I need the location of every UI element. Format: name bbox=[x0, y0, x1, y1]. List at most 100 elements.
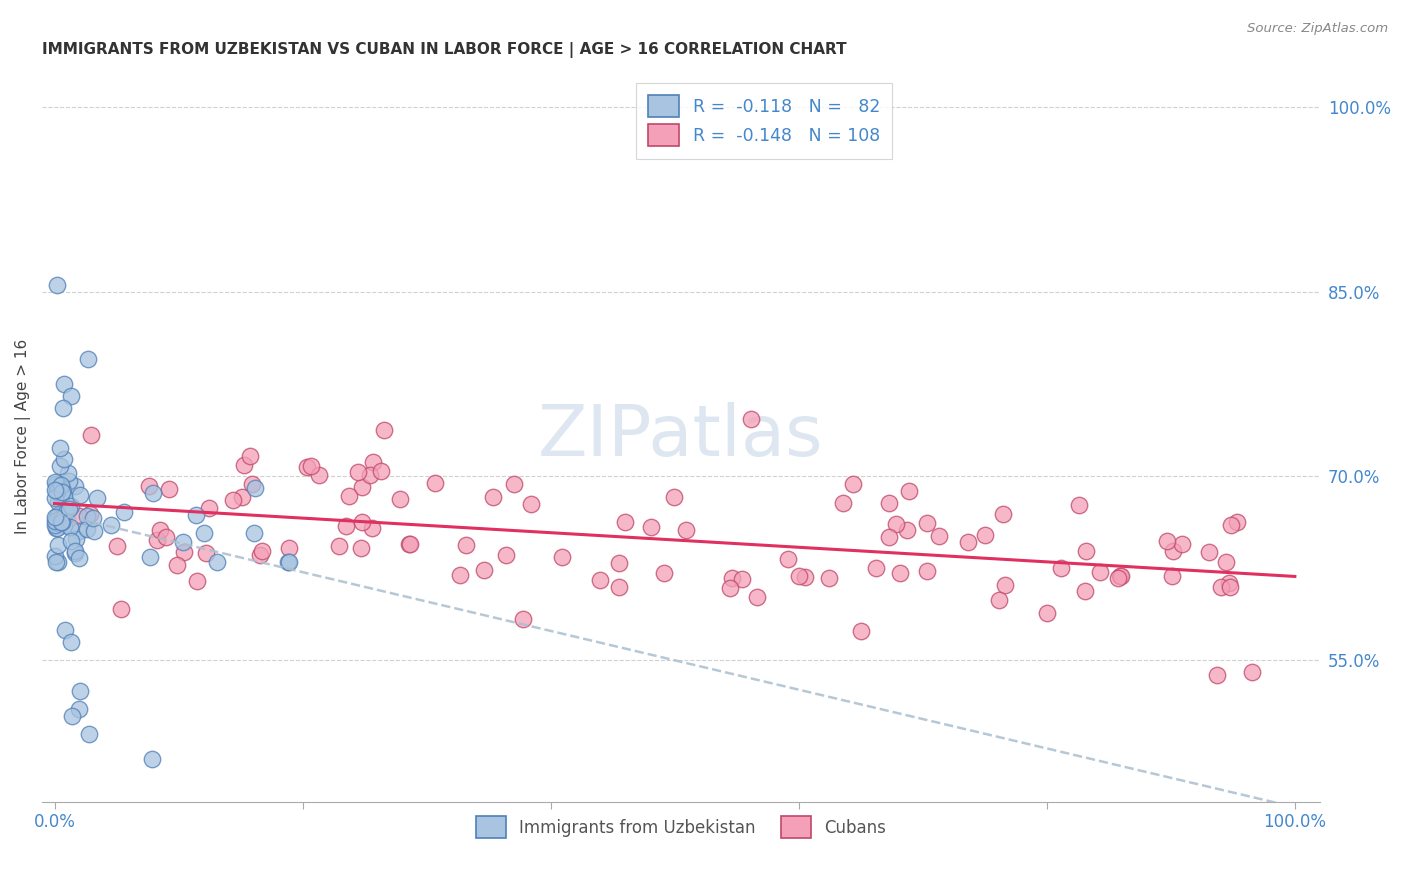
Point bbox=[337, 490, 360, 504]
Point bbox=[370, 464, 392, 478]
Point bbox=[51, 489, 73, 503]
Point bbox=[141, 751, 163, 765]
Point bbox=[721, 571, 744, 585]
Point bbox=[65, 544, 87, 558]
Point bbox=[67, 550, 90, 565]
Point bbox=[363, 455, 385, 469]
Point bbox=[389, 491, 412, 506]
Point bbox=[1198, 545, 1220, 559]
Point bbox=[53, 491, 76, 506]
Point bbox=[328, 539, 350, 553]
Point bbox=[52, 401, 75, 416]
Point bbox=[988, 592, 1011, 607]
Point bbox=[745, 590, 768, 604]
Point bbox=[991, 507, 1014, 521]
Point bbox=[1211, 580, 1233, 594]
Point bbox=[65, 532, 87, 546]
Point bbox=[45, 521, 67, 535]
Point bbox=[195, 546, 218, 560]
Point bbox=[423, 476, 446, 491]
Point bbox=[149, 523, 172, 537]
Point bbox=[359, 468, 381, 483]
Point bbox=[1074, 584, 1097, 599]
Point bbox=[482, 491, 505, 505]
Point bbox=[56, 466, 79, 480]
Point bbox=[1108, 569, 1130, 583]
Point bbox=[512, 612, 534, 626]
Point bbox=[1161, 569, 1184, 583]
Point bbox=[1069, 498, 1091, 512]
Point bbox=[249, 548, 271, 562]
Point bbox=[51, 515, 73, 529]
Point bbox=[652, 566, 675, 580]
Point bbox=[299, 458, 322, 473]
Point bbox=[166, 558, 188, 572]
Point bbox=[52, 503, 75, 517]
Point bbox=[105, 539, 128, 553]
Point bbox=[76, 522, 98, 536]
Point bbox=[335, 518, 357, 533]
Point bbox=[974, 528, 997, 542]
Point bbox=[239, 449, 262, 463]
Point bbox=[45, 477, 67, 491]
Point bbox=[114, 505, 136, 519]
Point bbox=[398, 537, 420, 551]
Point bbox=[1156, 534, 1178, 549]
Point bbox=[718, 581, 741, 595]
Point bbox=[1241, 665, 1264, 679]
Point bbox=[222, 493, 245, 508]
Point bbox=[186, 574, 208, 589]
Point bbox=[55, 505, 77, 519]
Point bbox=[45, 555, 67, 569]
Point bbox=[373, 423, 395, 437]
Point bbox=[139, 549, 162, 564]
Point bbox=[76, 508, 98, 523]
Point bbox=[45, 514, 67, 528]
Point bbox=[232, 458, 254, 472]
Point bbox=[675, 523, 697, 537]
Point bbox=[449, 568, 471, 582]
Point bbox=[44, 491, 66, 505]
Point bbox=[45, 509, 67, 524]
Point bbox=[1219, 580, 1241, 594]
Point bbox=[58, 502, 80, 516]
Point bbox=[44, 510, 66, 524]
Point bbox=[63, 546, 86, 560]
Point bbox=[915, 564, 938, 578]
Point bbox=[399, 537, 422, 551]
Point bbox=[1218, 576, 1240, 591]
Point bbox=[1088, 565, 1111, 579]
Point bbox=[49, 482, 72, 496]
Point bbox=[100, 518, 122, 533]
Point bbox=[46, 538, 69, 552]
Point bbox=[277, 541, 299, 556]
Point bbox=[48, 478, 70, 492]
Point bbox=[352, 480, 374, 494]
Point bbox=[53, 518, 76, 533]
Point bbox=[49, 516, 72, 530]
Point bbox=[173, 545, 195, 559]
Point bbox=[917, 516, 939, 531]
Point bbox=[79, 508, 101, 522]
Point bbox=[52, 452, 75, 467]
Point bbox=[308, 468, 330, 483]
Point bbox=[138, 479, 160, 493]
Point bbox=[82, 511, 104, 525]
Point bbox=[877, 496, 900, 510]
Point bbox=[45, 521, 67, 535]
Point bbox=[184, 508, 207, 522]
Point bbox=[58, 474, 80, 488]
Point bbox=[51, 505, 73, 519]
Point bbox=[79, 427, 101, 442]
Point bbox=[52, 509, 75, 524]
Point bbox=[142, 486, 165, 500]
Point bbox=[740, 411, 762, 425]
Point bbox=[250, 543, 273, 558]
Point bbox=[63, 479, 86, 493]
Point bbox=[454, 538, 477, 552]
Point bbox=[1161, 544, 1184, 558]
Point bbox=[46, 483, 69, 498]
Point bbox=[58, 520, 80, 534]
Point bbox=[46, 508, 69, 523]
Point bbox=[1109, 569, 1132, 583]
